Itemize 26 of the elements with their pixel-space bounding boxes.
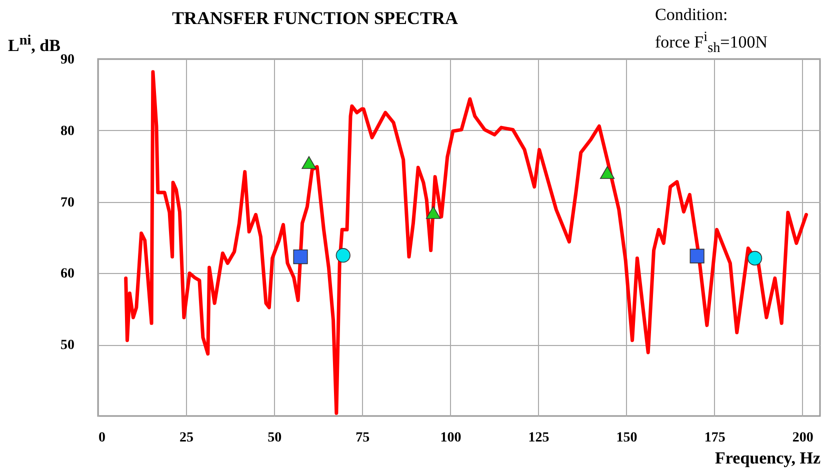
y-tick-label: 60 (60, 266, 74, 282)
chart-title: TRANSFER FUNCTION SPECTRA (172, 8, 458, 29)
x-tick-label: 175 (704, 430, 726, 446)
y-tick-label: 90 (60, 52, 74, 68)
x-tick-label: 125 (528, 430, 550, 446)
y-axis-title: L$^{ni}$, dB (8, 32, 60, 56)
point (690, 248, 704, 264)
y-tick-label: 50 (60, 338, 74, 354)
point (336, 248, 350, 263)
x-tick-label: 100 (440, 430, 462, 446)
point (600, 166, 615, 179)
point (748, 250, 762, 266)
x-axis-title: Frequency, Hz (715, 448, 821, 468)
y-tick-label: 70 (60, 195, 74, 210)
x-tick-label: 25 (180, 430, 194, 446)
x-tick-label: 200 (792, 430, 814, 446)
point (302, 156, 316, 169)
point (293, 249, 308, 264)
point (426, 206, 441, 219)
x-tick-label: 75 (356, 430, 370, 446)
x-tick-label: 50 (268, 430, 282, 446)
y-tick-label: 80 (60, 124, 74, 139)
line-series (124, 70, 808, 415)
text: Condition: force F$^{i}$$_{sh}$=100N (655, 4, 768, 58)
x-tick-label: 0 (98, 430, 106, 446)
x-tick-label: 150 (616, 430, 638, 446)
